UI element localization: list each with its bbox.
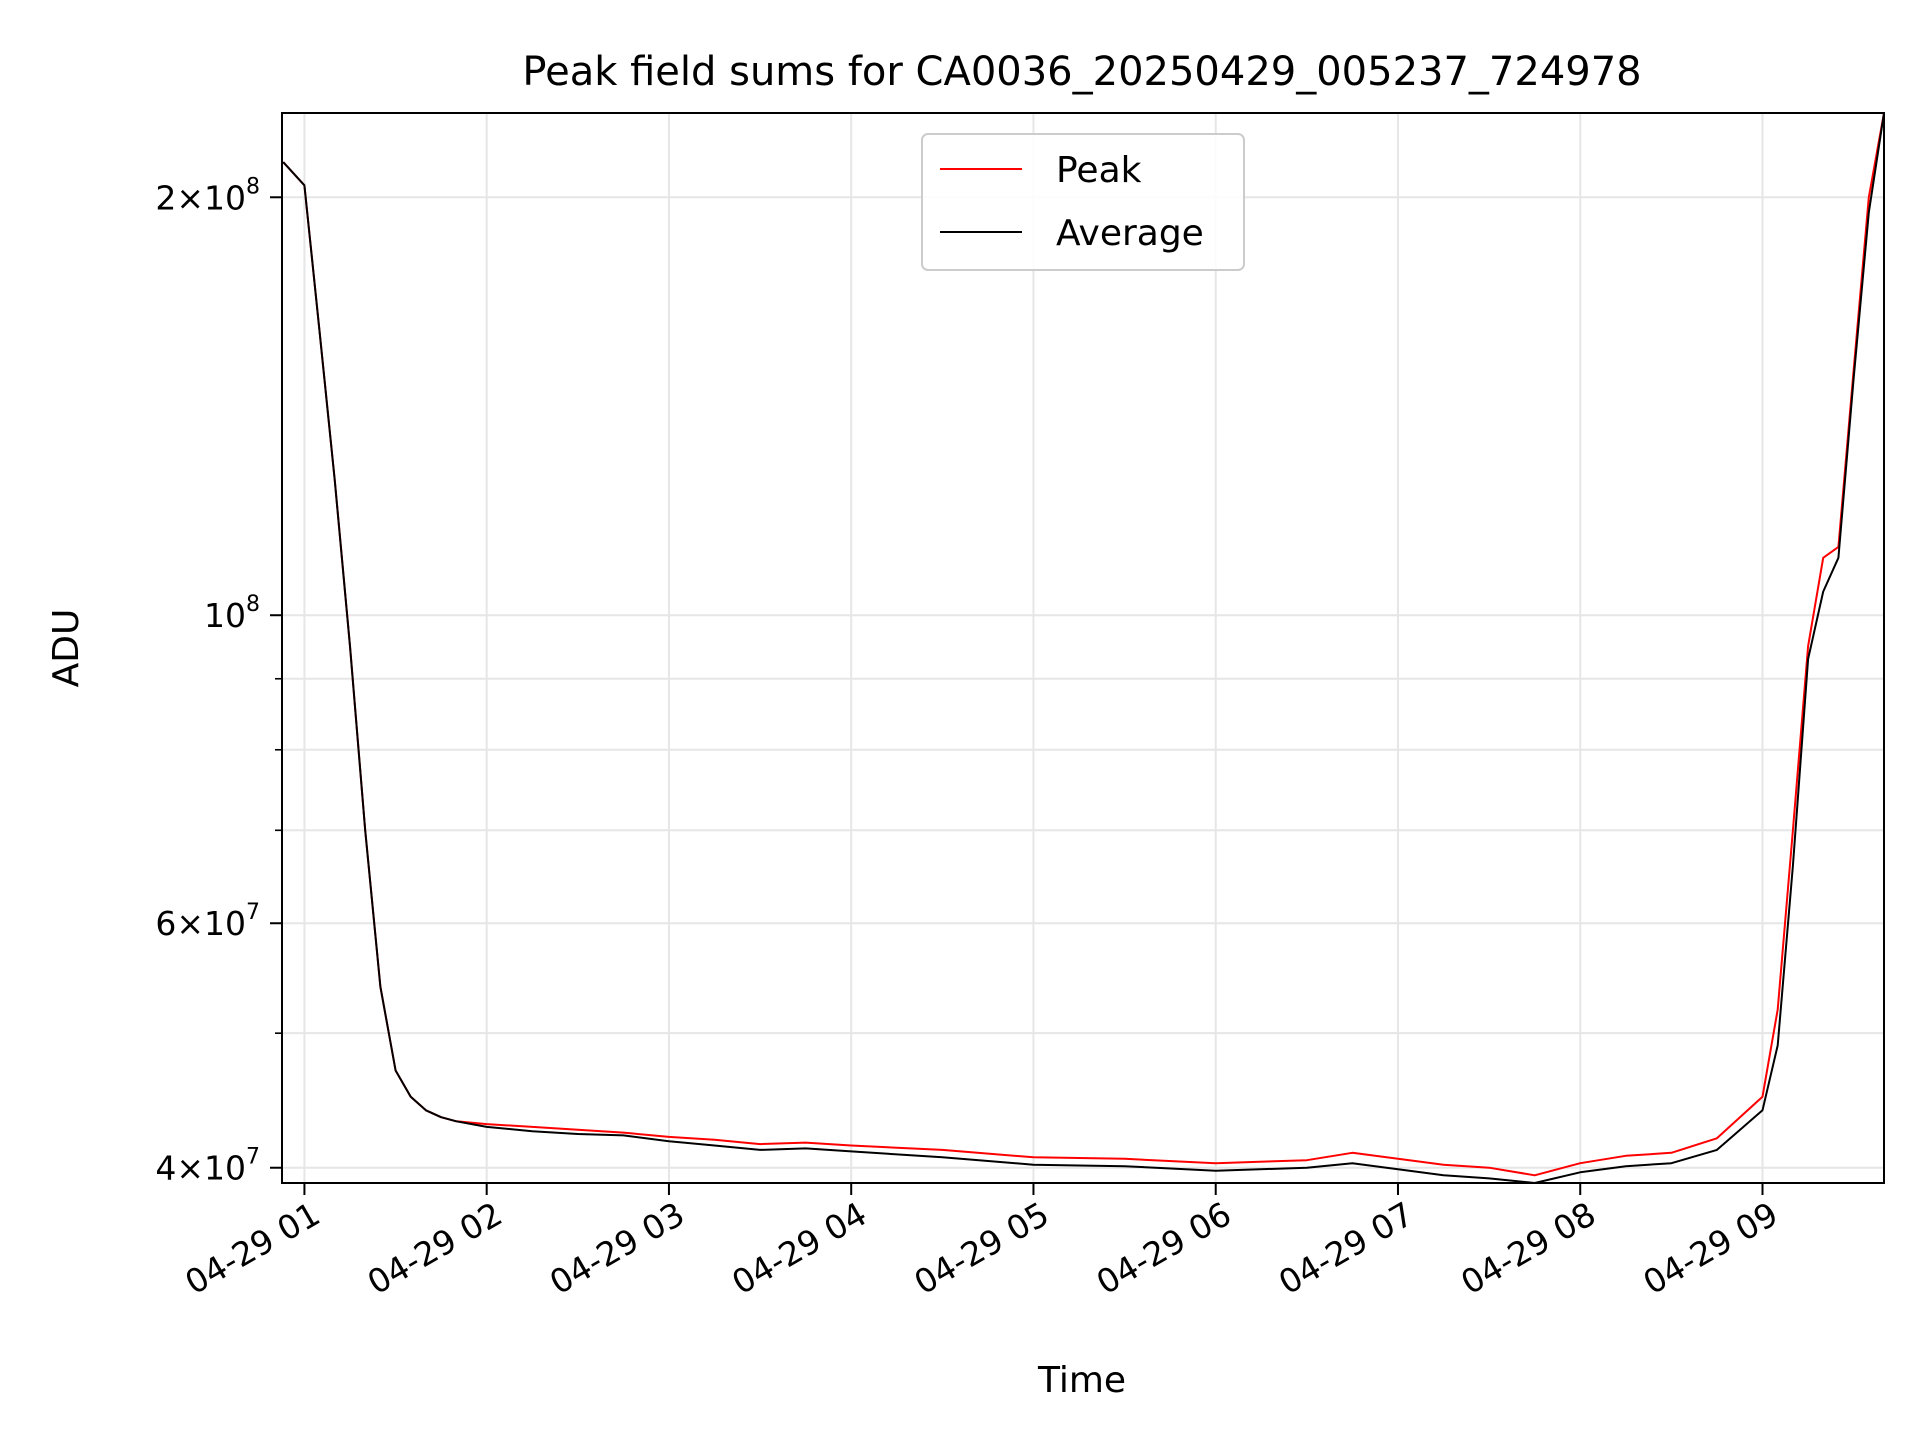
series-line-average — [282, 112, 1885, 1184]
x-tick-label: 04-29 08 — [1454, 1194, 1602, 1302]
y-tick-label: 108 — [204, 592, 260, 635]
y-tick-label: 4×107 — [155, 1145, 260, 1188]
y-tick-label: 2×108 — [155, 174, 260, 217]
legend-label-average: Average — [1056, 213, 1204, 254]
x-axis: 04-29 01 04-29 02 04-29 03 04-29 04 04-29 05… — [178, 1183, 1784, 1302]
y-axis-label: ADU — [46, 609, 87, 688]
axes-frame — [281, 112, 1885, 1184]
x-tick-label: 04-29 04 — [725, 1194, 873, 1302]
legend-label-peak: Peak — [1056, 150, 1142, 191]
x-tick-label: 04-29 03 — [543, 1194, 691, 1302]
x-tick-label: 04-29 01 — [178, 1194, 326, 1302]
x-tick-label: 04-29 09 — [1636, 1194, 1784, 1302]
x-tick-label: 04-29 06 — [1090, 1194, 1238, 1302]
x-tick-label: 04-29 02 — [361, 1194, 509, 1302]
x-tick-label: 04-29 05 — [907, 1194, 1055, 1302]
x-tick-label: 04-29 07 — [1272, 1194, 1420, 1302]
plot-area — [282, 112, 1885, 1184]
legend: Peak Average — [921, 133, 1245, 271]
y-tick-label: 6×107 — [155, 900, 260, 943]
chart-title: Peak field sums for CA0036_20250429_0052… — [522, 49, 1641, 95]
y-axis: 4×107 6×107 108 2×108 — [155, 174, 282, 1188]
x-axis-label: Time — [1037, 1360, 1126, 1401]
series-line-peak — [282, 112, 1885, 1177]
grid — [282, 113, 1884, 1183]
